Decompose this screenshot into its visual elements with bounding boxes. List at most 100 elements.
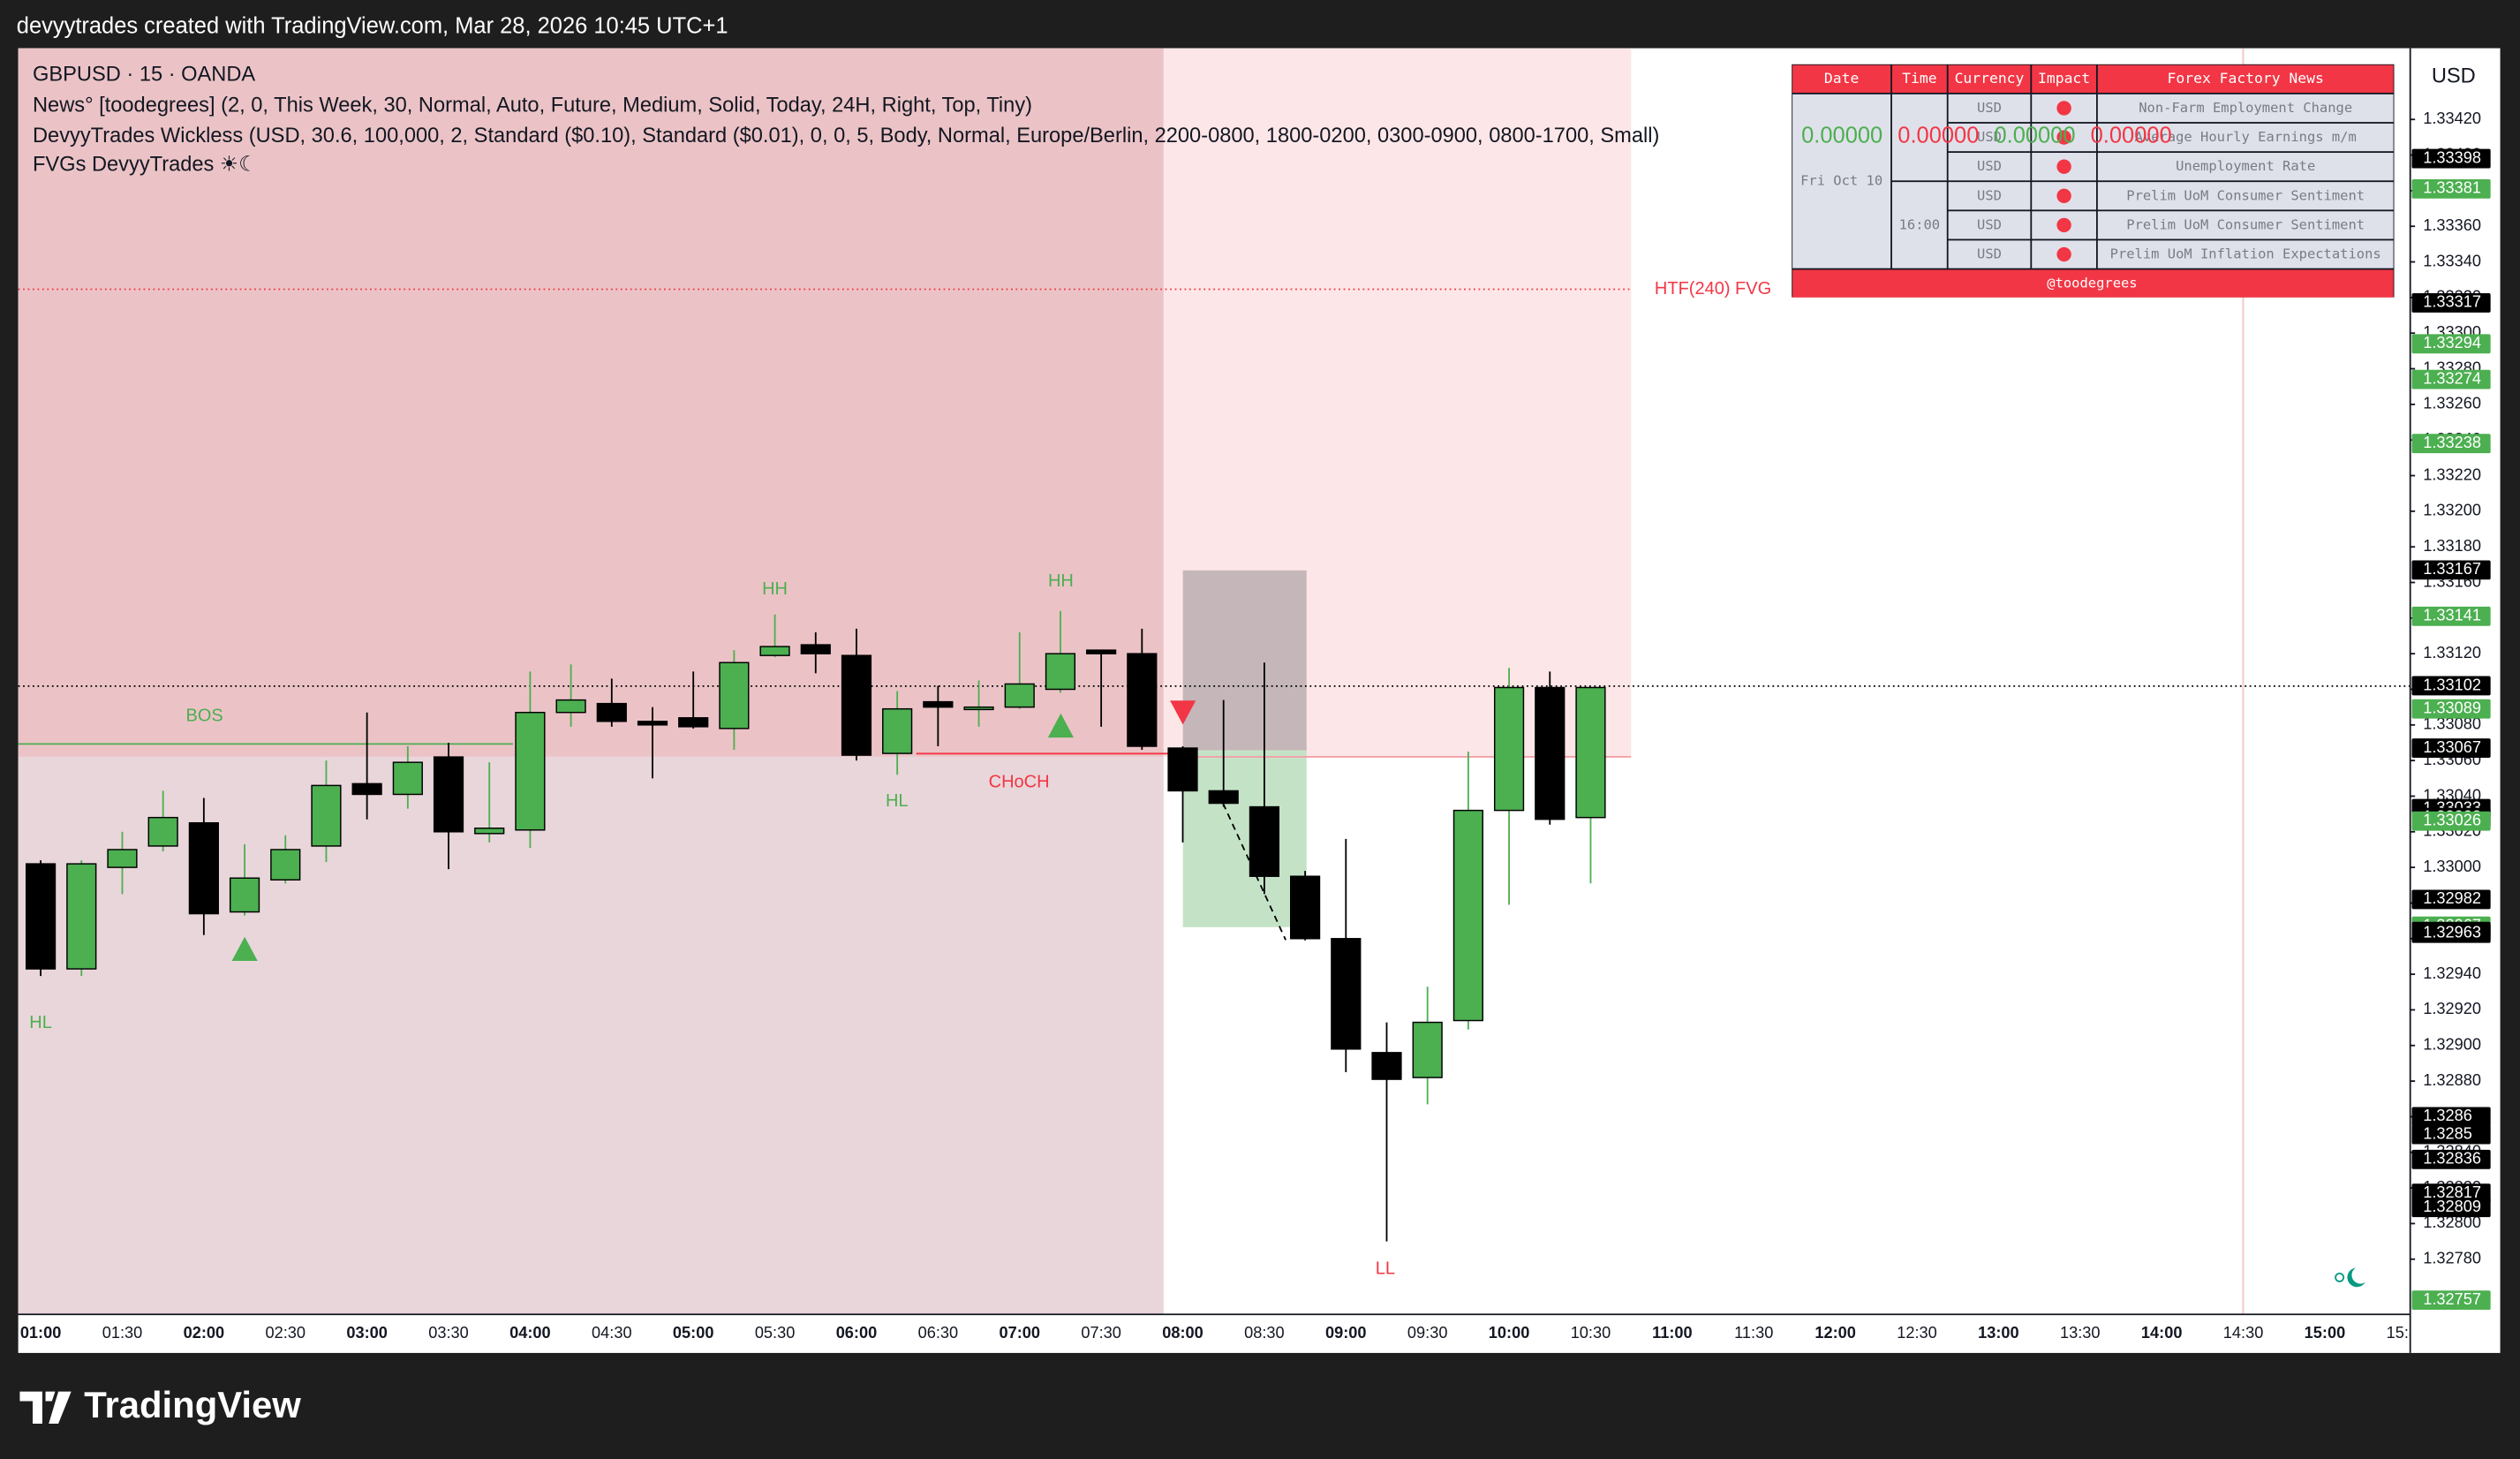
- candle-body: [147, 816, 178, 847]
- logo: TradingView: [84, 1384, 301, 1425]
- candle-body: [963, 706, 994, 711]
- candle-body: [719, 661, 750, 730]
- candle-body: [1575, 686, 1606, 819]
- x-tick-label: 12:30: [1897, 1324, 1937, 1342]
- date-cell: [1792, 94, 1891, 268]
- overlay-value: 0.00000: [1994, 123, 2075, 147]
- time-cell: [1891, 182, 1947, 268]
- price-badge: [2411, 1290, 2491, 1311]
- x-ticks: 01:00 01:30 02:00 02:30 03:00 03:30 04:00 04:30…: [20, 1324, 2411, 1342]
- candle-body: [107, 849, 138, 868]
- x-tick-label: 02:00: [184, 1324, 225, 1342]
- y-tick-label: 1.33120: [2423, 644, 2481, 661]
- legend-line: FVGs DevyyTrades ☀︎☾: [33, 154, 257, 177]
- impact-dot: [2056, 130, 2071, 145]
- time-axis: [18, 1314, 2411, 1353]
- x-tick-label: 13:00: [1978, 1324, 2019, 1342]
- y-tick-label: 1.33360: [2423, 216, 2481, 234]
- candle-body: [25, 863, 57, 970]
- candle-body: [515, 711, 546, 831]
- annotation: BOS: [186, 707, 223, 726]
- table-cell: [2097, 153, 2394, 181]
- x-tick-label: 04:30: [592, 1324, 632, 1342]
- candle-body: [1086, 649, 1117, 654]
- x-tick-label: 07:30: [1081, 1324, 1121, 1342]
- candle-body: [1493, 686, 1525, 812]
- price-badge: [2411, 738, 2491, 758]
- price-badge: [2411, 923, 2491, 943]
- fvg-box: [1182, 570, 1307, 751]
- x-tick-label: 03:30: [428, 1324, 469, 1342]
- currency-text: USD: [1977, 216, 2002, 232]
- price-badge-label: 1.33067: [2423, 738, 2481, 756]
- y-tick-label: 1.33420: [2423, 110, 2481, 127]
- price-badge: [2411, 1149, 2491, 1169]
- y-tick-label: 1.33340: [2423, 252, 2481, 269]
- candle-body: [311, 784, 342, 847]
- header-text: Date: [1824, 70, 1859, 87]
- y-tick-label: 1.32900: [2423, 1036, 2481, 1054]
- x-tick-label: 04:00: [509, 1324, 551, 1342]
- event-text: Prelim UoM Inflation Expectations: [2110, 246, 2381, 262]
- candle-body: [1331, 938, 1362, 1050]
- fvg-box: [1182, 750, 1307, 927]
- y-tick-label: 1.32800: [2423, 1213, 2481, 1231]
- event-text: Unemployment Rate: [2176, 158, 2315, 174]
- candle-body: [841, 654, 872, 756]
- x-tick-label: 07:00: [999, 1324, 1040, 1342]
- price-badge: [2411, 293, 2491, 313]
- header-cell: [1948, 64, 2031, 93]
- price-badge: [2411, 434, 2491, 454]
- impact-dot: [2056, 101, 2071, 116]
- candle-body: [678, 717, 709, 728]
- price-badge-label: 1.33274: [2423, 369, 2481, 387]
- price-badge: [2411, 606, 2491, 626]
- table-cell: [1948, 182, 2031, 210]
- candle-body: [351, 782, 382, 796]
- table-cell: [2097, 240, 2394, 268]
- x-tick-label: 02:30: [265, 1324, 306, 1342]
- candle-body: [1127, 653, 1158, 747]
- impact-dot: [2056, 159, 2071, 174]
- price-badge: [2411, 1107, 2491, 1127]
- price-badge-label: 1.32963: [2423, 924, 2481, 941]
- candle-body: [555, 699, 586, 714]
- price-badge-label: 1.33381: [2423, 179, 2481, 197]
- y-tick-label: 1.32940: [2423, 964, 2481, 982]
- x-tick-label: 01:00: [20, 1324, 62, 1342]
- x-tick-label: 08:00: [1162, 1324, 1203, 1342]
- candle-body: [1371, 1052, 1402, 1080]
- candle-body: [759, 646, 790, 656]
- legend-line: DevyyTrades Wickless (USD, 30.6, 100,000…: [33, 125, 1659, 147]
- candle-body: [1249, 805, 1280, 877]
- buy-signal: [1047, 713, 1074, 738]
- table-cell: [1948, 240, 2031, 268]
- table-cell: [2097, 211, 2394, 239]
- x-tick-label: 11:00: [1652, 1324, 1693, 1342]
- price-badge-label: 1.33102: [2423, 676, 2481, 693]
- currency-text: USD: [1977, 187, 2002, 203]
- session-zone: [18, 48, 1164, 757]
- header-text: Time: [1902, 70, 1936, 87]
- overlay-value: 0.00000: [2091, 123, 2172, 147]
- price-badge-label: 1.32982: [2423, 889, 2481, 907]
- price-badge: [2411, 334, 2491, 354]
- table-cell: [2097, 94, 2394, 123]
- x-tick-label: 03:00: [346, 1324, 388, 1342]
- header-text: Impact: [2038, 70, 2090, 87]
- projection-line: [1222, 803, 1286, 941]
- annotation: CHoCH: [989, 772, 1050, 791]
- x-tick-label: 14:00: [2141, 1324, 2183, 1342]
- legend-line: News° [toodegrees] (2, 0, This Week, 30,…: [33, 94, 1032, 117]
- header-cell: [2097, 64, 2394, 93]
- price-badge-label: 1.33089: [2423, 699, 2481, 716]
- x-tick-label: 08:30: [1244, 1324, 1285, 1342]
- price-badge-label: 1.33238: [2423, 434, 2481, 451]
- event-text: Average Hourly Earnings m/m: [2135, 129, 2357, 145]
- price-badge-label: 1.3286: [2423, 1107, 2472, 1124]
- caption: devyytrades created with TradingView.com…: [17, 14, 728, 39]
- y-tick-label: 1.33000: [2423, 858, 2481, 875]
- table-cell: [1948, 211, 2031, 239]
- price-badge-label: 1.32836: [2423, 1150, 2481, 1168]
- candle-body: [1452, 809, 1483, 1022]
